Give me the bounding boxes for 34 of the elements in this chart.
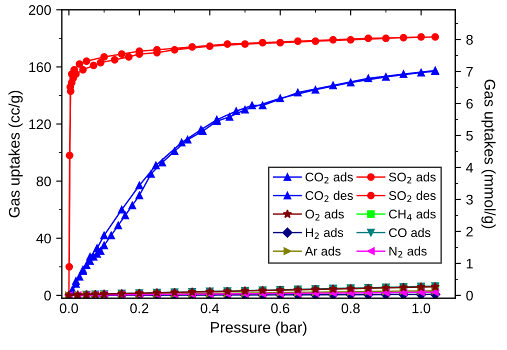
legend-label: CH$_{4}$ ads (389, 209, 436, 220)
y-axis-title: Gas uptakes (cc/g) (8, 90, 23, 218)
x-axis-title: Pressure (bar) (211, 322, 306, 336)
y-tick-label: 160 (29, 62, 51, 72)
legend-label: N$_{2}$ ads (389, 246, 427, 258)
y2-tick-label: 6 (466, 98, 473, 109)
x-tick-label: 1.0 (412, 303, 430, 314)
y2-tick-label: 5 (466, 130, 473, 141)
x-tick-label: 0.4 (200, 303, 220, 314)
y-tick-label: 40 (36, 234, 51, 244)
y2-tick-label: 4 (466, 162, 474, 172)
x-tick-label: 0.2 (130, 303, 148, 314)
y-tick-label: 200 (28, 5, 51, 15)
y2-tick-label: 0 (466, 290, 473, 301)
y2-tick-label: 3 (466, 194, 473, 205)
x-tick-label: 0.0 (60, 303, 78, 314)
legend-label: O$_{2}$ ads (306, 209, 344, 220)
legend-label: CO$_{2}$ des (306, 190, 353, 202)
y2-tick-label: 7 (466, 66, 473, 77)
legend-label: CO ads (389, 228, 430, 238)
x-tick-label: 0.6 (271, 303, 290, 314)
y-tick-label: 0 (44, 290, 51, 301)
x-tick-label: 0.8 (342, 303, 360, 314)
legend-label: H$_{2}$ ads (306, 228, 344, 239)
y2-tick-label: 1 (466, 258, 473, 268)
legend-label: CO$_{2}$ ads (306, 172, 353, 184)
y2-axis-title: Gas uptakes (mmol/g) (481, 80, 496, 228)
y2-tick-label: 8 (466, 34, 473, 45)
legend-label: Ar ads (304, 246, 341, 256)
legend-label: SO$_{2}$ ads (388, 172, 436, 184)
y2-tick-label: 2 (466, 226, 473, 236)
y-tick-label: 120 (29, 119, 51, 130)
legend-label: SO$_{2}$ des (388, 190, 436, 202)
y-tick-label: 80 (36, 176, 51, 186)
